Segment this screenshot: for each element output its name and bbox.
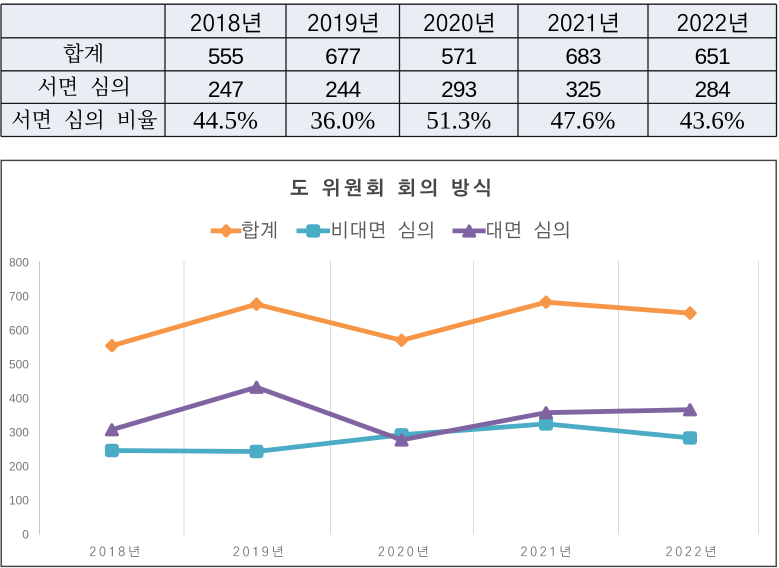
svg-text:200: 200 [9, 460, 29, 474]
svg-text:293: 293 [441, 77, 477, 102]
svg-text:284: 284 [695, 77, 731, 102]
svg-text:700: 700 [9, 290, 29, 304]
svg-text:0: 0 [22, 528, 29, 542]
svg-text:555: 555 [208, 44, 244, 69]
svg-text:51.3%: 51.3% [426, 108, 491, 135]
svg-text:325: 325 [565, 77, 601, 102]
svg-text:677: 677 [325, 44, 361, 69]
svg-text:247: 247 [208, 77, 244, 102]
svg-text:600: 600 [9, 324, 29, 338]
svg-text:400: 400 [9, 392, 29, 406]
svg-text:683: 683 [565, 44, 601, 69]
svg-text:800: 800 [9, 256, 29, 270]
svg-text:571: 571 [441, 44, 477, 69]
svg-text:651: 651 [695, 44, 731, 69]
svg-text:100: 100 [9, 494, 29, 508]
svg-text:244: 244 [325, 77, 361, 102]
svg-text:44.5%: 44.5% [193, 108, 258, 135]
svg-text:36.0%: 36.0% [310, 108, 375, 135]
svg-text:47.6%: 47.6% [550, 108, 615, 135]
svg-text:500: 500 [9, 358, 29, 372]
svg-text:300: 300 [9, 426, 29, 440]
svg-text:43.6%: 43.6% [680, 108, 745, 135]
